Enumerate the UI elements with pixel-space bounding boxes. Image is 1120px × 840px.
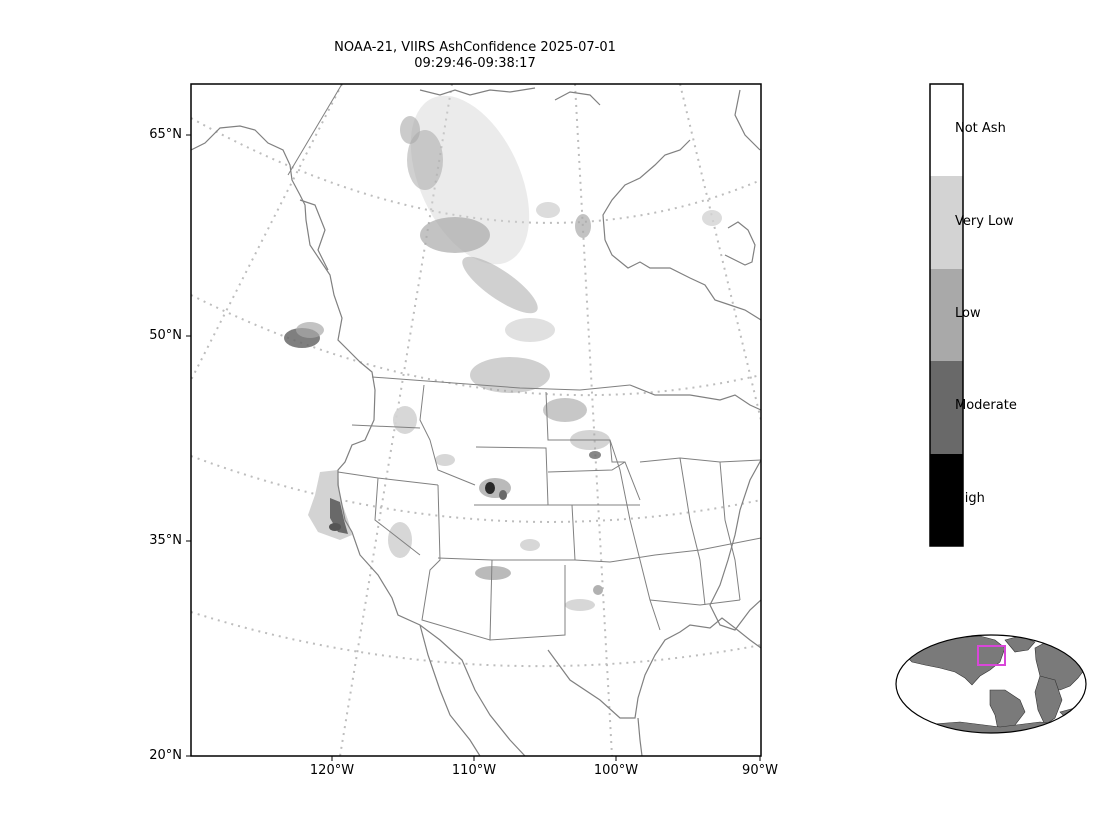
political-borders [287,84,761,641]
colorbar-label-very-low: Very Low [955,214,1014,229]
colorbar-swatch-not-ash [930,84,963,176]
graticule-lat-lines [191,117,761,668]
lat-label-20n: 20°N [149,748,182,763]
colorbar-label-low: Low [955,306,981,321]
ash-detections [284,95,722,611]
inset-extent-box [977,645,1006,666]
inset-world-map [895,634,1087,734]
lat-label-50n: 50°N [149,328,182,343]
map-title-line-1: NOAA-21, VIIRS AshConfidence 2025-07-01 [334,40,616,55]
colorbar-label-not-ash: Not Ash [955,121,1006,136]
lon-label-90w: 90°W [742,763,778,778]
lat-label-35n: 35°N [149,533,182,548]
lon-label-100w: 100°W [593,763,639,778]
coastlines [191,87,761,756]
lon-label-110w: 110°W [451,763,497,778]
colorbar-frame [929,83,964,547]
colorbar-label-high: High [955,491,985,506]
colorbar [929,83,964,547]
lat-label-65n: 65°N [149,127,182,142]
colorbar-label-moderate: Moderate [955,398,1017,413]
colorbar-swatch-low [930,269,963,361]
lon-label-120w: 120°W [309,763,355,778]
inset-globe-outline [895,634,1087,734]
colorbar-swatch-very-low [930,176,963,269]
main-map [191,84,761,756]
colorbar-swatch-moderate [930,361,963,454]
map-frame [190,83,762,757]
map-title-line-2: 09:29:46-09:38:17 [414,56,536,71]
graticule-lon-lines [191,84,761,756]
colorbar-swatch-high [930,454,963,546]
axis-ticks [186,134,761,761]
map-background [191,84,761,756]
